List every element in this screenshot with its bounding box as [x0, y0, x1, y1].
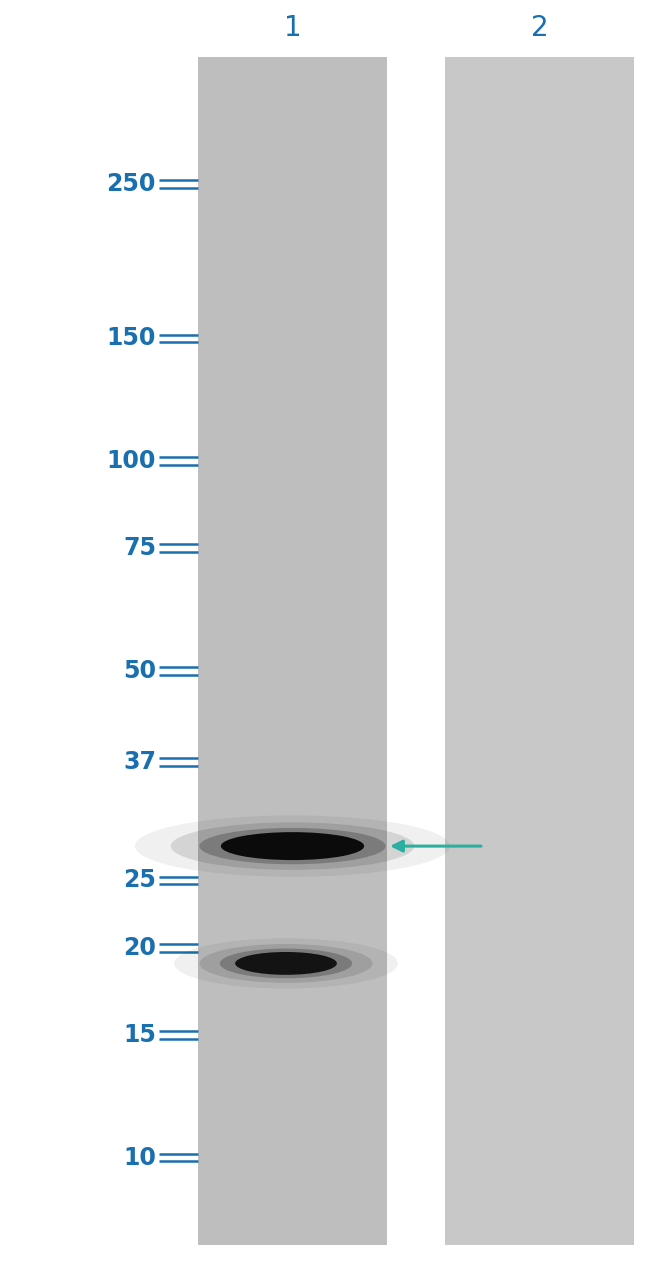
- Text: 15: 15: [123, 1022, 156, 1046]
- Text: 25: 25: [123, 869, 156, 893]
- Ellipse shape: [171, 823, 414, 870]
- Text: 1: 1: [283, 14, 302, 42]
- Ellipse shape: [135, 815, 450, 876]
- Text: 75: 75: [123, 536, 156, 560]
- Text: 2: 2: [530, 14, 549, 42]
- Ellipse shape: [174, 939, 398, 988]
- Text: 37: 37: [123, 749, 156, 773]
- Bar: [445, 57, 634, 1245]
- Ellipse shape: [220, 949, 352, 978]
- Bar: [198, 57, 387, 1245]
- Ellipse shape: [235, 952, 337, 975]
- Ellipse shape: [221, 832, 364, 860]
- Text: 10: 10: [123, 1146, 156, 1170]
- Ellipse shape: [200, 828, 385, 865]
- Ellipse shape: [200, 944, 372, 983]
- Text: 150: 150: [107, 326, 156, 351]
- Text: 20: 20: [123, 936, 156, 960]
- Text: 50: 50: [123, 659, 156, 683]
- Text: 100: 100: [107, 450, 156, 472]
- Text: 250: 250: [107, 171, 156, 196]
